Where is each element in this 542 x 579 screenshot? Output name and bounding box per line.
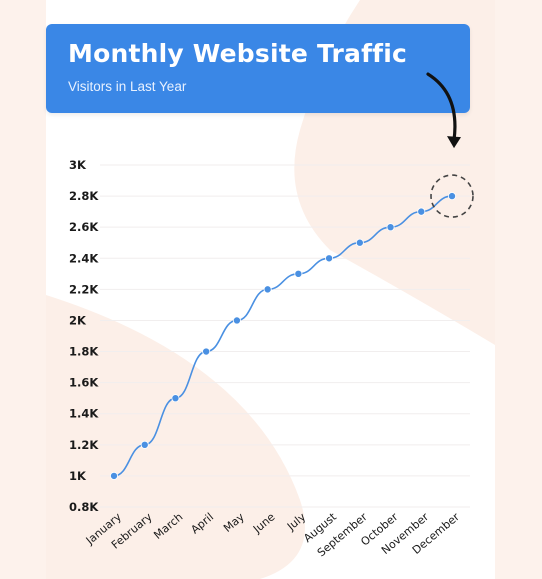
data-points	[110, 192, 456, 480]
data-point	[386, 223, 395, 232]
x-tick-label: March	[151, 510, 185, 542]
y-tick-label: 2.6K	[69, 220, 99, 234]
data-point	[447, 192, 456, 201]
y-tick-label: 2.4K	[69, 251, 99, 265]
data-point	[140, 440, 149, 449]
chart-subtitle: Visitors in Last Year	[68, 79, 187, 94]
data-point	[171, 394, 180, 403]
data-point	[202, 347, 211, 356]
data-point	[355, 238, 364, 247]
gridlines	[100, 164, 470, 508]
x-tick-label: July	[284, 510, 309, 534]
highlight-circle	[430, 174, 474, 218]
data-point	[232, 316, 241, 325]
y-tick-label: 1.2K	[69, 438, 99, 452]
x-tick-label: April	[188, 510, 216, 536]
y-tick-label: 3K	[69, 158, 87, 172]
y-axis-ticks: 0.8K 1K 1.2K 1.4K 1.6K 1.8K 2K 2.2K 2.4K 2.6K 2.8K…	[69, 158, 99, 514]
arrow-icon	[426, 72, 457, 142]
data-point	[294, 269, 303, 278]
y-tick-label: 1.8K	[69, 345, 99, 359]
data-point	[263, 285, 272, 294]
data-point	[110, 471, 119, 480]
x-tick-label: June	[250, 510, 278, 536]
data-point	[417, 207, 426, 216]
y-tick-label: 1.4K	[69, 407, 99, 421]
y-tick-label: 1K	[69, 469, 87, 483]
y-tick-label: 2.8K	[69, 189, 99, 203]
arrowhead-icon	[447, 136, 461, 149]
y-tick-label: 1.6K	[69, 376, 99, 390]
x-tick-label: May	[221, 510, 247, 535]
data-point	[325, 254, 334, 263]
chart-header: Monthly Website Traffic Visitors in Last…	[46, 24, 470, 113]
series-line	[113, 195, 453, 477]
y-tick-label: 0.8K	[69, 500, 99, 514]
chart-title: Monthly Website Traffic	[68, 39, 408, 68]
y-tick-label: 2K	[69, 313, 87, 327]
y-tick-label: 2.2K	[69, 282, 99, 296]
